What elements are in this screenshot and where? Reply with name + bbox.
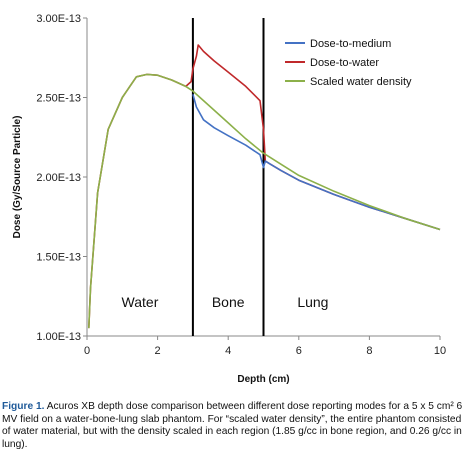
y-tick-label: 1.50E-13 bbox=[36, 252, 81, 264]
region-label: Water bbox=[122, 294, 159, 310]
series-line bbox=[192, 94, 441, 231]
axes bbox=[83, 17, 441, 340]
depth-dose-chart: Water Bone Lung Dose-to-medium Dose-to-wate… bbox=[12, 13, 446, 385]
x-tick-label: 6 bbox=[296, 345, 302, 357]
tick-labels: 0 2 4 6 8 10 1.00E-13 1.50E-13 2.00E-13 2.50E-13 3… bbox=[36, 13, 446, 357]
figure-caption: Figure 1. Acuros XB depth dose compariso… bbox=[2, 401, 472, 451]
x-tick-label: 0 bbox=[84, 345, 90, 357]
region-label: Lung bbox=[297, 294, 328, 310]
caption-text: Acuros XB depth dose comparison between … bbox=[2, 401, 463, 450]
series-lines bbox=[88, 44, 441, 329]
region-label: Bone bbox=[212, 294, 245, 310]
caption-label: Figure 1. bbox=[2, 401, 45, 412]
y-axis-label: Dose (Gy/Source Particle) bbox=[12, 116, 23, 239]
legend-entry: Dose-to-water bbox=[310, 57, 379, 69]
region-labels: Water Bone Lung bbox=[122, 294, 329, 310]
x-tick-label: 4 bbox=[225, 345, 231, 357]
legend-entry: Dose-to-medium bbox=[310, 38, 391, 50]
series-line bbox=[88, 73, 441, 329]
y-tick-label: 1.00E-13 bbox=[36, 331, 81, 343]
x-axis-label: Depth (cm) bbox=[237, 374, 289, 385]
region-boundaries bbox=[191, 18, 265, 336]
x-tick-label: 8 bbox=[366, 345, 372, 357]
y-tick-label: 2.00E-13 bbox=[36, 172, 81, 184]
legend-entry: Scaled water density bbox=[310, 76, 412, 88]
y-tick-label: 2.50E-13 bbox=[36, 93, 81, 105]
x-tick-label: 2 bbox=[155, 345, 161, 357]
legend: Dose-to-medium Dose-to-water Scaled water … bbox=[285, 38, 412, 88]
y-tick-label: 3.00E-13 bbox=[36, 13, 81, 25]
x-tick-label: 10 bbox=[434, 345, 446, 357]
